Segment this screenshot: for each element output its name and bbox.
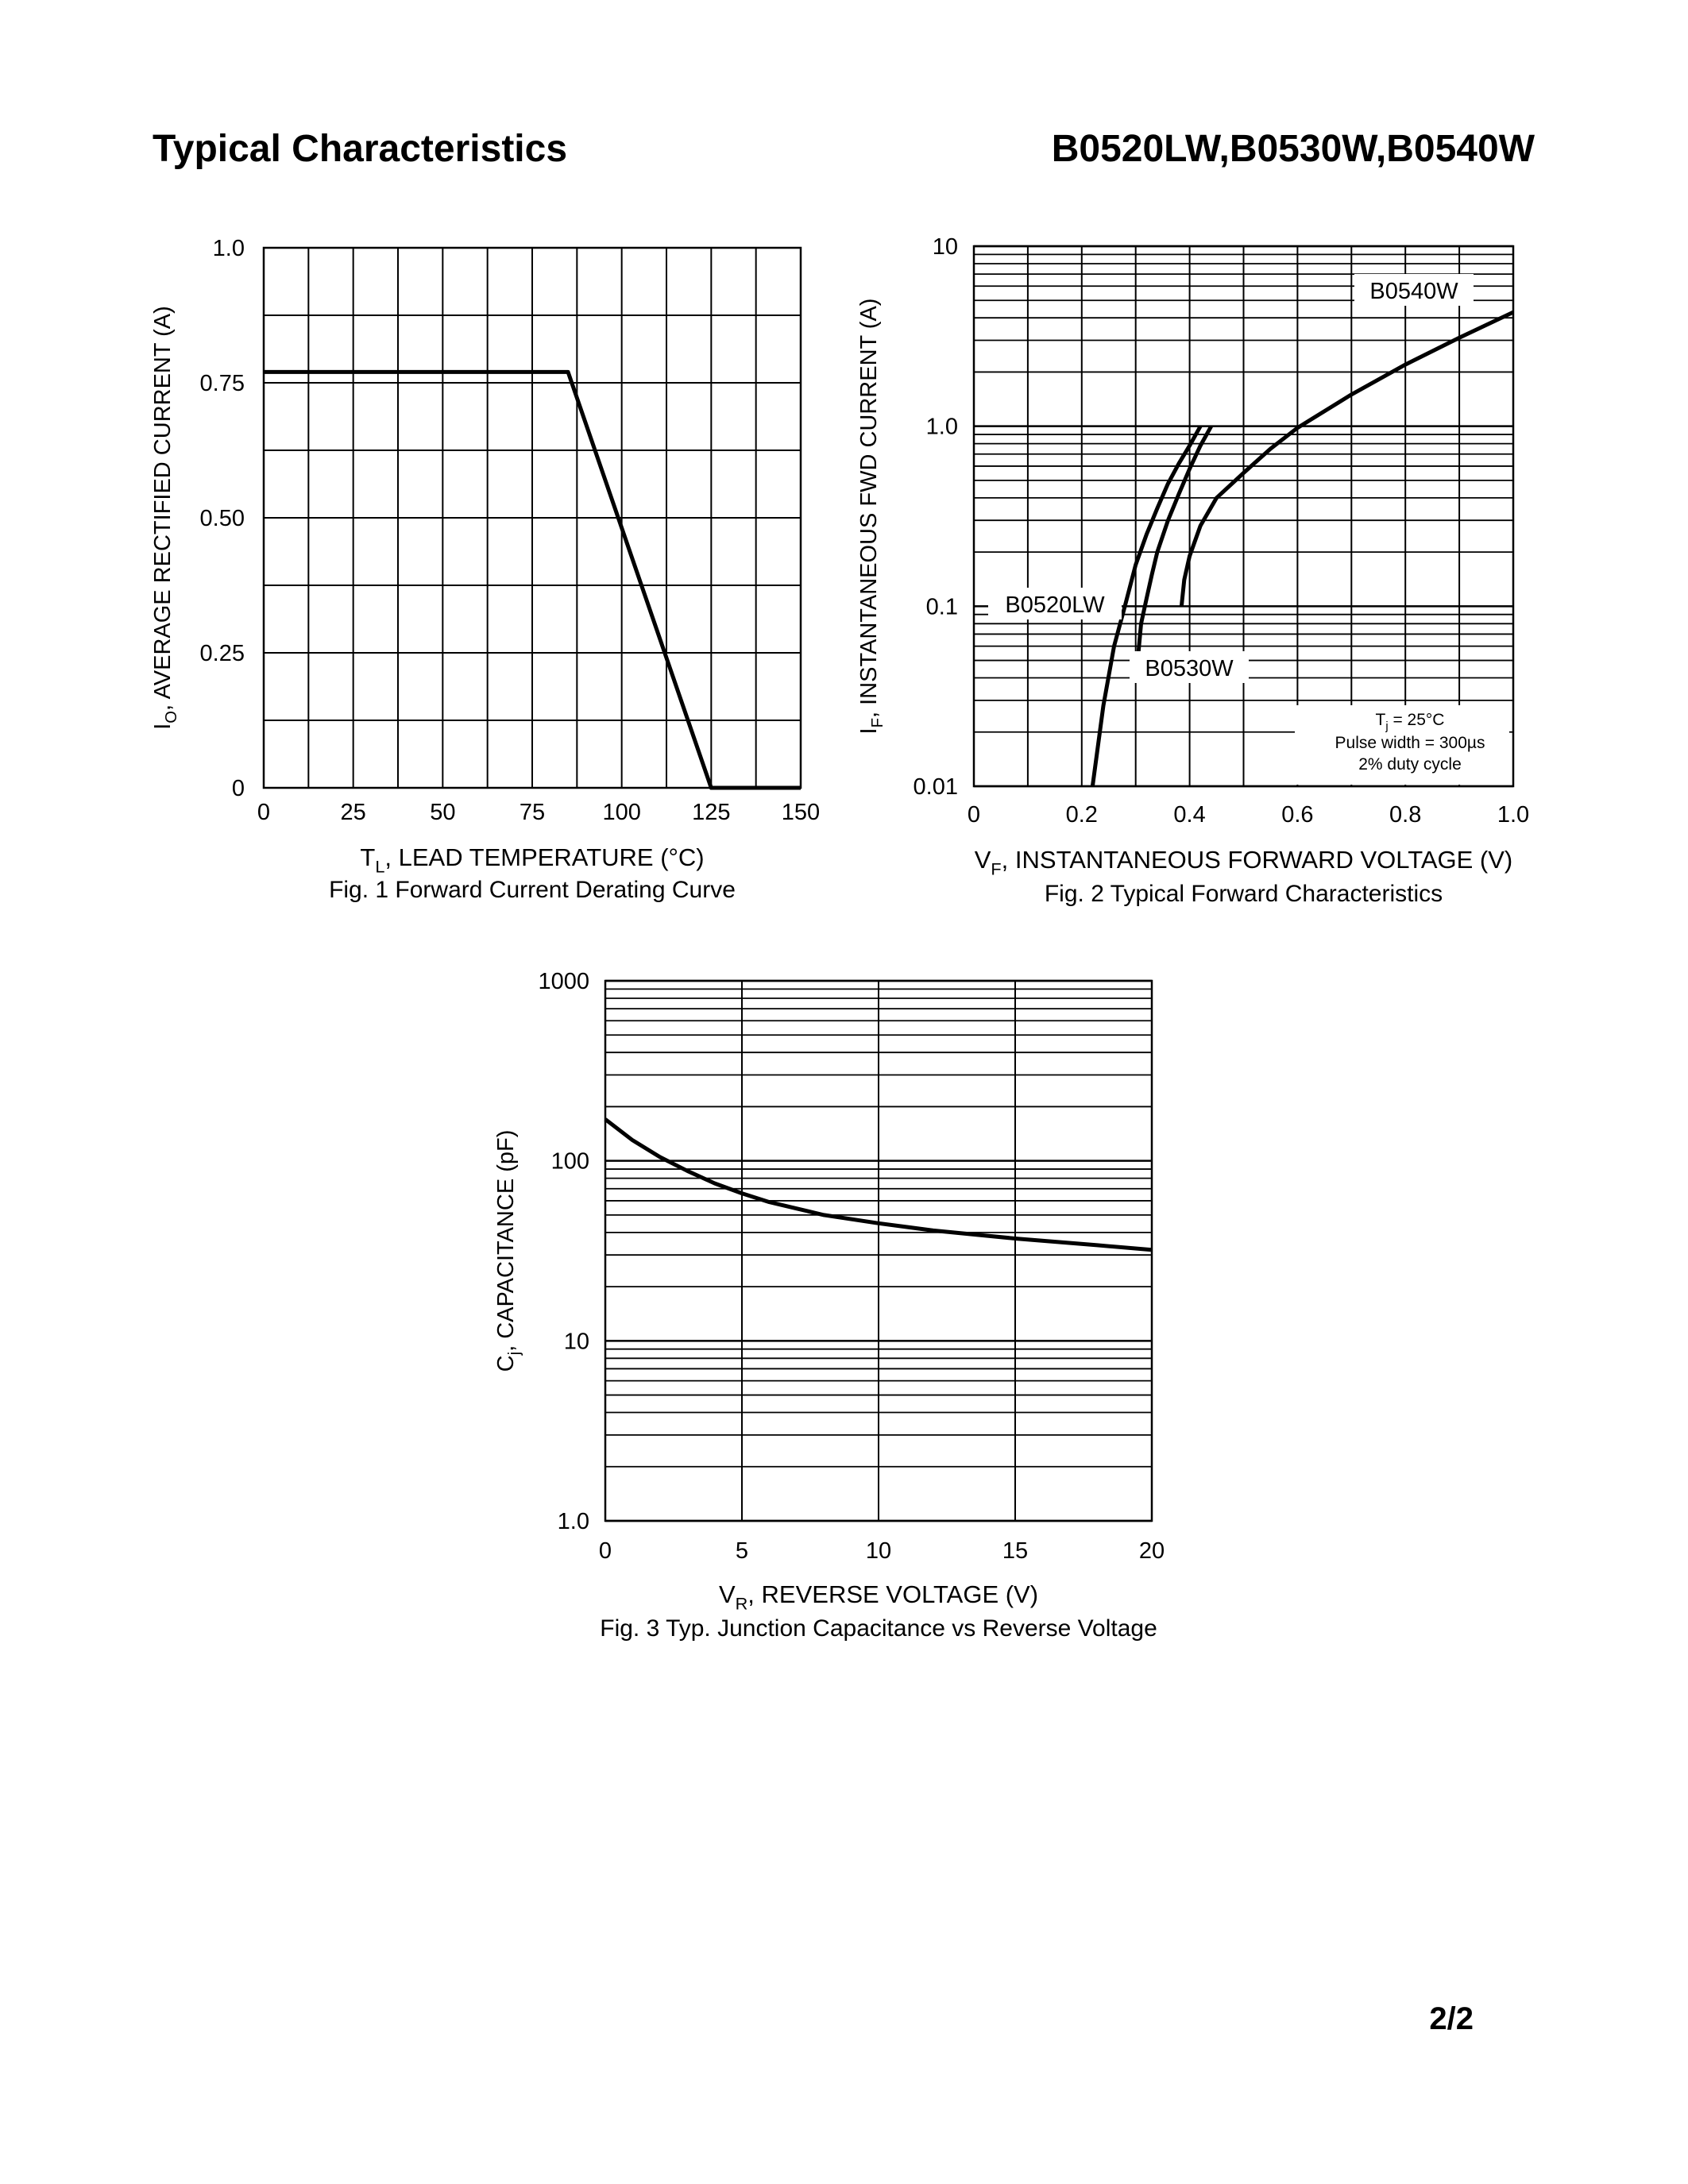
x-tick-label: 0 — [599, 1538, 612, 1564]
y-tick-label: 0.25 — [200, 641, 245, 666]
figure-3: 0 5 10 15 20 1.0 10 100 1000 VR, REVERSE VOLTAGE … — [493, 969, 1165, 1642]
x-tick-label: 0.2 — [1066, 802, 1098, 828]
y-tick-label: 10 — [933, 234, 958, 260]
page-title: Typical Characteristics — [153, 128, 568, 170]
series-line-b0530w — [1136, 425, 1213, 654]
series-line-1 — [264, 369, 801, 790]
x-tick-label: 0.4 — [1173, 802, 1205, 828]
x-tick-label: 75 — [520, 800, 545, 825]
conditions-note-line-3: 2% duty cycle — [1358, 755, 1462, 774]
plot-frame — [262, 246, 802, 789]
y-axis-label: Cj, CAPACITANCE (pF) — [493, 1130, 523, 1372]
figure-caption: Fig. 2 Typical Forward Characteristics — [1045, 881, 1443, 907]
x-tick-label: 100 — [602, 800, 640, 825]
grid — [263, 247, 802, 789]
y-tick-label: 1.0 — [926, 415, 958, 440]
series-line-b0520lw — [1090, 425, 1203, 787]
conditions-note-line-1: Tj = 25°C — [1376, 711, 1445, 733]
x-tick-label: 25 — [341, 800, 366, 825]
conditions-note-line-2: Pulse width = 300µs — [1335, 734, 1485, 752]
x-tick-label: 15 — [1002, 1538, 1028, 1564]
x-axis-label: VF, INSTANTANEOUS FORWARD VOLTAGE (V) — [975, 846, 1513, 879]
series-line-1 — [604, 1117, 1153, 1252]
conditions-note-bg — [1295, 705, 1509, 785]
series-label-bg — [988, 588, 1122, 619]
x-tick-label: 0.8 — [1389, 802, 1421, 828]
x-tick-label: 50 — [430, 800, 455, 825]
y-axis-label: IF, INSTANTANEOUS FWD CURRENT (A) — [856, 299, 886, 735]
figure-caption: Fig. 3 Typ. Junction Capacitance vs Reve… — [600, 1615, 1157, 1642]
y-tick-label: 10 — [564, 1329, 589, 1354]
x-axis-label: TL, LEAD TEMPERATURE (°C) — [360, 843, 704, 877]
series-label-bg — [1130, 651, 1249, 683]
y-tick-label: 1.0 — [558, 1509, 589, 1534]
y-tick-label: 0.75 — [200, 371, 245, 396]
plot-frame — [604, 979, 1153, 1522]
x-tick-label: 5 — [736, 1538, 748, 1564]
part-numbers: B0520LW,B0530W,B0540W — [1051, 128, 1535, 170]
y-tick-label: 1000 — [538, 969, 589, 994]
series-label-b0520lw: B0520LW — [1005, 592, 1105, 618]
series-label-b0530w: B0530W — [1145, 656, 1234, 681]
x-tick-label: 0 — [968, 802, 980, 828]
y-tick-label: 0.50 — [200, 506, 245, 531]
y-axis-label: IO, AVERAGE RECTIFIED CURRENT (A) — [150, 306, 180, 730]
series-line-b0540w — [1179, 310, 1515, 607]
y-tick-label: 100 — [551, 1149, 589, 1175]
figure-1: 0 25 50 75 100 125 150 0 0.25 0.50 0.75 1.0 TL, LEAD… — [150, 236, 820, 903]
grid — [605, 979, 1153, 1522]
x-axis-label: VR, REVERSE VOLTAGE (V) — [719, 1580, 1038, 1614]
y-tick-label: 1.0 — [213, 236, 245, 261]
series-label-b0540w: B0540W — [1369, 279, 1458, 304]
y-tick-label: 0.01 — [914, 774, 958, 800]
x-tick-label: 0 — [257, 800, 270, 825]
x-tick-label: 150 — [782, 800, 820, 825]
figure-caption: Fig. 1 Forward Current Derating Curve — [329, 877, 736, 903]
x-tick-label: 10 — [866, 1538, 891, 1564]
y-tick-label: 0.1 — [926, 594, 958, 619]
x-tick-label: 20 — [1139, 1538, 1165, 1564]
plot-frame — [972, 245, 1515, 788]
x-tick-label: 1.0 — [1497, 802, 1529, 828]
x-tick-label: 125 — [692, 800, 730, 825]
series-label-bg — [1354, 274, 1474, 306]
y-tick-label: 0 — [232, 776, 245, 801]
figure-2: 0 0.2 0.4 0.6 0.8 1.0 0.01 0.1 1.0 10 VF, INSTANTA… — [856, 234, 1529, 907]
x-tick-label: 0.6 — [1281, 802, 1313, 828]
page-number: 2/2 — [1429, 2001, 1474, 2036]
